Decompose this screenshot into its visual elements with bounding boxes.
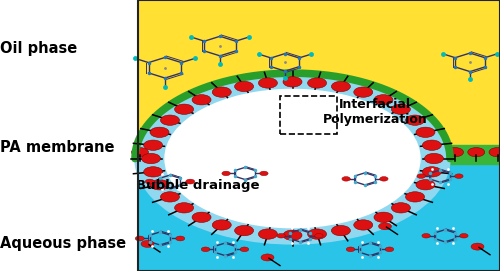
Circle shape (146, 179, 154, 184)
Circle shape (424, 153, 444, 164)
Circle shape (374, 95, 393, 105)
Circle shape (160, 115, 180, 125)
Circle shape (416, 127, 435, 137)
Circle shape (258, 78, 278, 88)
Bar (138, 145, 500, 271)
Circle shape (308, 78, 326, 88)
Circle shape (135, 236, 144, 241)
Circle shape (346, 247, 355, 252)
Circle shape (422, 167, 442, 177)
Circle shape (378, 223, 392, 230)
Bar (138, 145, 500, 164)
Circle shape (392, 203, 410, 213)
Circle shape (468, 147, 485, 157)
Bar (280, 96, 338, 134)
Circle shape (406, 115, 424, 125)
Circle shape (201, 247, 210, 252)
Circle shape (240, 247, 249, 252)
Circle shape (212, 87, 231, 97)
Circle shape (186, 179, 195, 184)
Circle shape (416, 180, 435, 190)
Circle shape (142, 153, 161, 164)
Circle shape (422, 234, 430, 238)
Text: PA membrane: PA membrane (0, 140, 114, 155)
Circle shape (417, 174, 426, 178)
Circle shape (150, 127, 169, 137)
Circle shape (314, 234, 323, 238)
Circle shape (422, 140, 442, 150)
Circle shape (260, 171, 268, 176)
Circle shape (277, 234, 285, 238)
Circle shape (174, 104, 194, 114)
Circle shape (132, 147, 148, 157)
Circle shape (192, 212, 211, 222)
Circle shape (222, 171, 230, 176)
Circle shape (150, 180, 169, 190)
Circle shape (406, 192, 424, 202)
Circle shape (332, 225, 350, 236)
Text: Interfacial
Polymerization: Interfacial Polymerization (322, 98, 428, 127)
Text: Aqueous phase: Aqueous phase (0, 236, 126, 251)
Circle shape (141, 240, 154, 247)
Circle shape (446, 147, 464, 157)
Circle shape (489, 147, 500, 157)
Circle shape (144, 167, 163, 177)
Circle shape (342, 177, 350, 181)
Circle shape (308, 229, 326, 239)
Circle shape (174, 203, 194, 213)
Text: Bubble drainage: Bubble drainage (136, 179, 259, 192)
Circle shape (385, 247, 394, 252)
Circle shape (380, 177, 388, 181)
Circle shape (354, 87, 373, 97)
Circle shape (374, 212, 393, 222)
Circle shape (354, 220, 372, 230)
Bar (138, 0, 500, 145)
Circle shape (471, 243, 484, 250)
Circle shape (261, 254, 274, 261)
Circle shape (160, 192, 180, 202)
Circle shape (165, 89, 420, 228)
Circle shape (234, 225, 254, 236)
Circle shape (283, 230, 302, 240)
Circle shape (460, 234, 468, 238)
Text: Oil phase: Oil phase (0, 41, 77, 56)
Bar (138, 0, 500, 271)
Circle shape (135, 73, 450, 244)
Circle shape (212, 220, 232, 230)
Circle shape (176, 236, 185, 241)
Circle shape (332, 81, 350, 92)
Circle shape (258, 229, 278, 239)
Circle shape (144, 140, 163, 150)
Circle shape (283, 77, 302, 87)
Circle shape (454, 174, 463, 178)
Circle shape (392, 104, 410, 114)
Circle shape (192, 95, 211, 105)
Circle shape (234, 81, 254, 92)
